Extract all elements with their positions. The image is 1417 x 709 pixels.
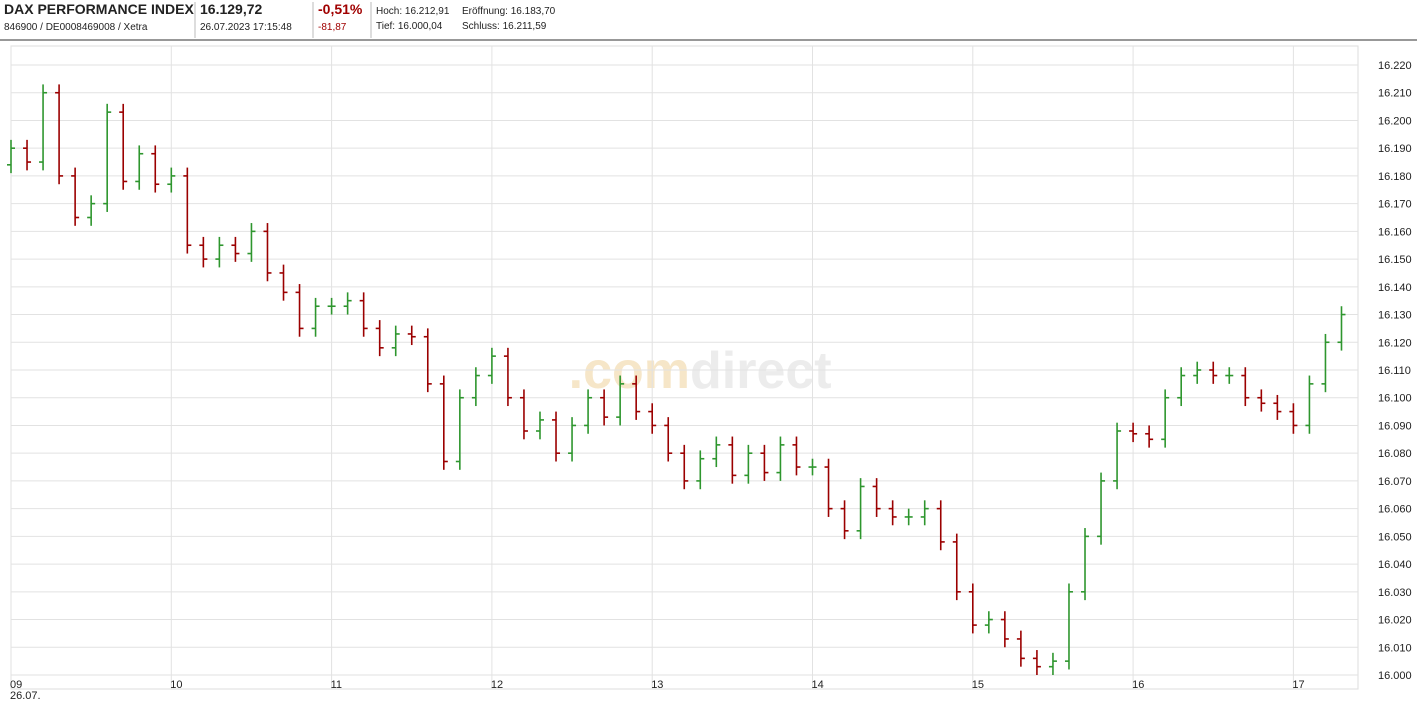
x-tick-label: 14 bbox=[812, 679, 824, 691]
y-tick-label: 16.070 bbox=[1378, 476, 1412, 488]
y-tick-label: 16.090 bbox=[1378, 420, 1412, 432]
stat-high: Hoch: 16.212,91 bbox=[376, 6, 450, 17]
y-tick-label: 16.130 bbox=[1378, 310, 1412, 322]
stat-low: Tief: 16.000,04 bbox=[376, 21, 443, 32]
x-tick-label: 16 bbox=[1132, 679, 1144, 691]
y-tick-label: 16.170 bbox=[1378, 199, 1412, 211]
stat-close: Schluss: 16.211,59 bbox=[462, 21, 547, 32]
watermark-name: direct bbox=[690, 342, 832, 400]
y-tick-label: 16.060 bbox=[1378, 504, 1412, 516]
change-pct: -0,51% bbox=[318, 1, 363, 17]
watermark-prefix: .com bbox=[569, 342, 690, 400]
y-tick-label: 16.110 bbox=[1378, 365, 1411, 377]
y-tick-label: 16.010 bbox=[1378, 642, 1412, 654]
y-tick-label: 16.220 bbox=[1378, 60, 1412, 72]
x-tick-label: 10 bbox=[170, 679, 182, 691]
y-tick-label: 16.030 bbox=[1378, 587, 1412, 599]
y-tick-label: 16.150 bbox=[1378, 254, 1412, 266]
x-tick-label: 11 bbox=[331, 679, 342, 691]
y-tick-label: 16.190 bbox=[1378, 143, 1412, 155]
timestamp: 26.07.2023 17:15:48 bbox=[200, 22, 292, 33]
x-tick-label: 13 bbox=[651, 679, 663, 691]
stat-open: Eröffnung: 16.183,70 bbox=[462, 6, 556, 17]
y-tick-label: 16.140 bbox=[1378, 282, 1412, 294]
y-tick-label: 16.040 bbox=[1378, 559, 1412, 571]
index-ids: 846900 / DE0008469008 / Xetra bbox=[4, 22, 148, 33]
header-bg bbox=[0, 0, 1417, 40]
y-tick-label: 16.210 bbox=[1378, 88, 1412, 100]
y-tick-label: 16.020 bbox=[1378, 615, 1412, 627]
date-label: 26.07. bbox=[10, 690, 41, 702]
y-tick-label: 16.120 bbox=[1378, 337, 1412, 349]
index-name: DAX PERFORMANCE INDEX bbox=[4, 1, 194, 17]
y-tick-label: 16.180 bbox=[1378, 171, 1412, 183]
y-tick-label: 16.080 bbox=[1378, 448, 1412, 460]
y-tick-label: 16.050 bbox=[1378, 531, 1412, 543]
x-tick-label: 15 bbox=[972, 679, 984, 691]
x-tick-label: 17 bbox=[1292, 679, 1304, 691]
change-abs: -81,87 bbox=[318, 22, 347, 33]
y-tick-label: 16.200 bbox=[1378, 115, 1412, 127]
y-tick-label: 16.000 bbox=[1378, 670, 1412, 682]
y-tick-label: 16.160 bbox=[1378, 226, 1412, 238]
y-tick-label: 16.100 bbox=[1378, 393, 1412, 405]
price: 16.129,72 bbox=[200, 1, 262, 17]
x-tick-label: 12 bbox=[491, 679, 503, 691]
x-tick-label: 09 bbox=[10, 679, 22, 691]
